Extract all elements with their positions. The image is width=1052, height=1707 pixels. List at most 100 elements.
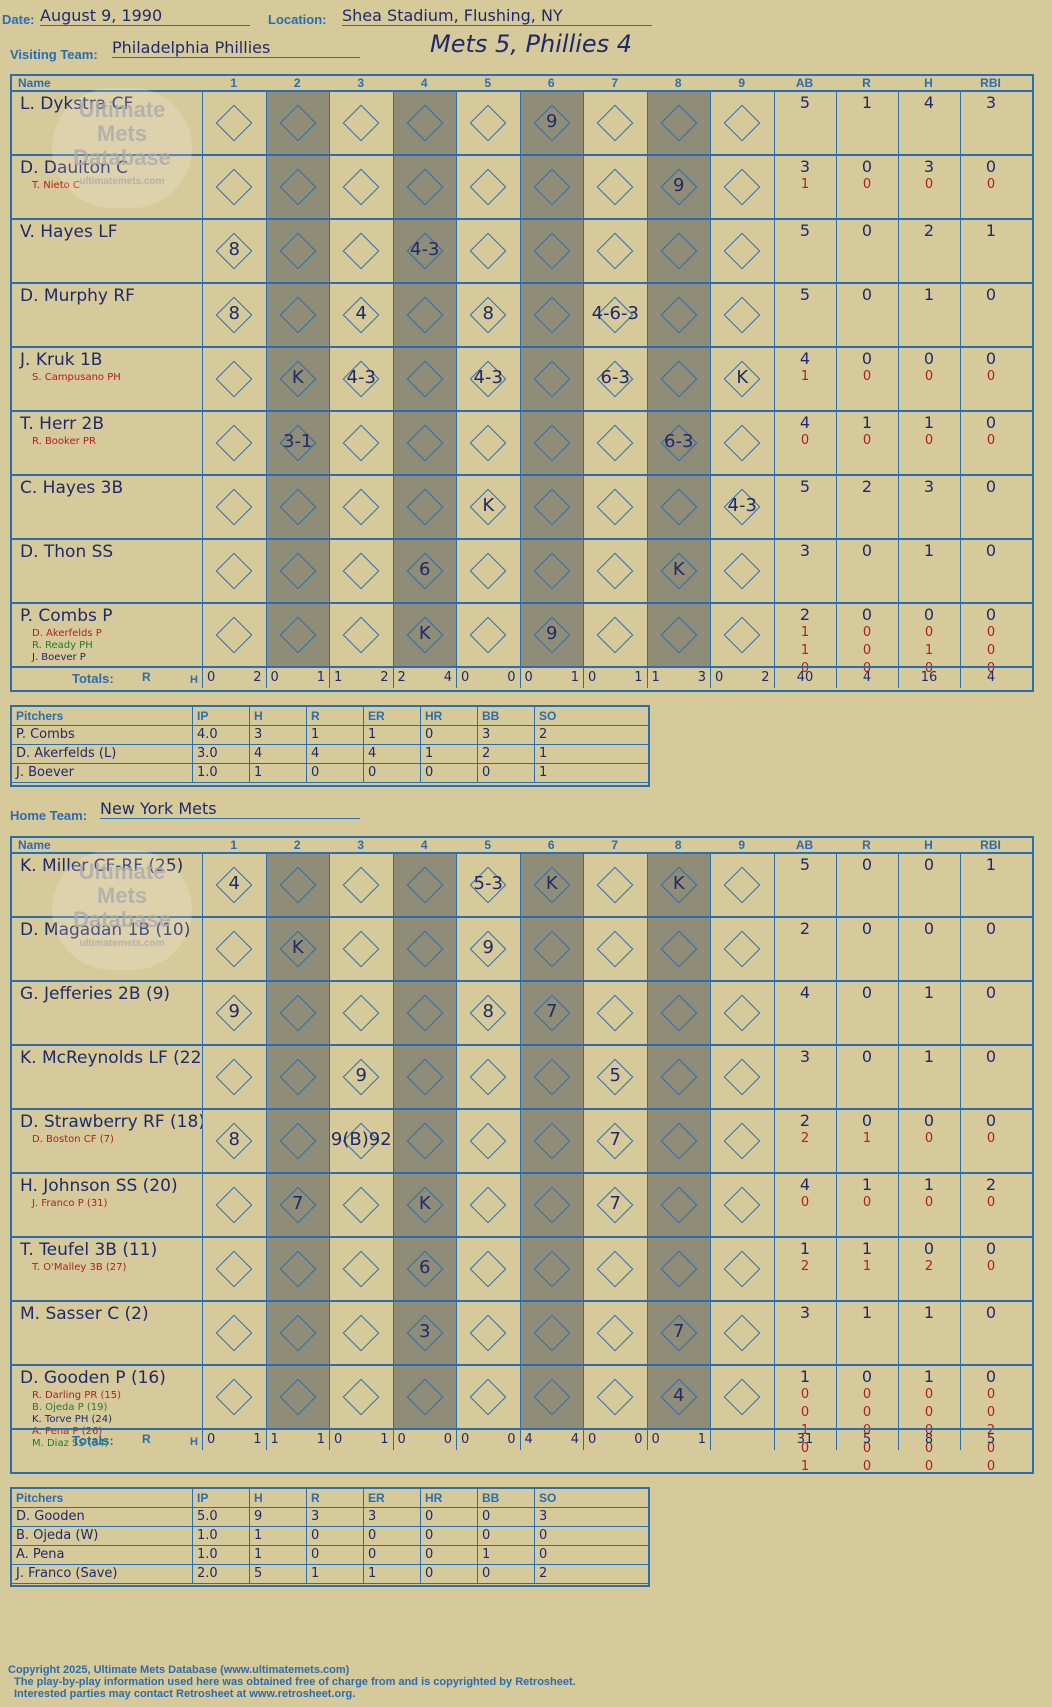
pitching-stat: 1.0 [192, 1527, 249, 1546]
game-date: August 9, 1990 [40, 6, 250, 26]
stat-value: 1 [800, 625, 810, 640]
base-diamond [596, 232, 634, 270]
pitching-stat: 1 [420, 745, 477, 764]
player-row: V. Hayes LF 8 4-3 5 0 2 1 [12, 218, 1032, 282]
inning-cell: 8 [202, 1110, 266, 1172]
base-diamond [533, 232, 571, 270]
inning-cell: 4 [646, 1366, 710, 1428]
inning-cell [646, 476, 710, 538]
stat-value: 1 [800, 177, 810, 192]
stat-value: 0 [985, 1111, 997, 1130]
base-diamond [723, 168, 761, 206]
stat-value: 0 [800, 1387, 810, 1402]
stat-value: 1 [923, 413, 935, 432]
pitching-column-header: HR [420, 707, 477, 726]
pitching-stat: 0 [306, 764, 363, 783]
inning-cell [329, 854, 393, 916]
inning-cell: K [265, 348, 329, 410]
pitcher-name: J. Franco (Save) [16, 1566, 118, 1581]
pitching-header-row: Pitchers IP H R ER HR BB SO [12, 707, 648, 726]
inning-cell [392, 92, 456, 154]
pitchers-label: Pitchers [16, 709, 64, 723]
pitching-stat: 1 [249, 1546, 306, 1565]
stat-cell: 4 [897, 92, 960, 154]
name-header: Name [18, 838, 51, 852]
base-diamond [279, 232, 317, 270]
inning-cell [202, 540, 266, 602]
base-diamond [279, 296, 317, 334]
base-diamond [596, 616, 634, 654]
inning-cell [392, 412, 456, 474]
copyright-line: Copyright 2025, Ultimate Mets Database (… [8, 1664, 350, 1676]
player-row: T. Teufel 3B (11) T. O'Malley 3B (27) 6 1 2 1… [12, 1236, 1032, 1300]
inning-cell: K [265, 918, 329, 980]
contact-line: Interested parties may contact Retroshee… [14, 1688, 356, 1700]
pitching-stat: 2 [534, 726, 591, 745]
inning-hits: 2 [761, 670, 770, 685]
stat-value: 0 [986, 661, 996, 676]
inning-runs: 0 [524, 670, 533, 685]
stat-value: 0 [985, 413, 997, 432]
stat-header: H [924, 838, 933, 852]
inning-cell [202, 918, 266, 980]
inning-cell [646, 918, 710, 980]
stat-cell: 0 [959, 918, 1022, 980]
inning-cell [329, 1238, 393, 1300]
base-diamond [660, 360, 698, 398]
pitching-stat: 1 [306, 1565, 363, 1584]
inning-cell [392, 982, 456, 1044]
pitcher-row: J. Franco (Save) 2.0 5 1 1 0 0 2 [12, 1565, 648, 1584]
stat-cell: 0 [835, 540, 898, 602]
stat-value: 0 [861, 1367, 873, 1386]
inning-cell [329, 220, 393, 282]
base-diamond [533, 1378, 571, 1416]
stat-value: 1 [923, 1047, 935, 1066]
inning-cell [265, 1238, 329, 1300]
player-name: V. Hayes LF [20, 222, 118, 242]
inning-cell [265, 92, 329, 154]
stat-value: 5 [799, 855, 811, 874]
base-diamond [406, 296, 444, 334]
inning-cell: 7 [646, 1302, 710, 1364]
pitching-stat: 0 [420, 1565, 477, 1584]
play-result: 8 [228, 239, 240, 260]
inning-cell: K [392, 604, 456, 666]
inning-header: 7 [611, 76, 619, 90]
pitching-column-header: R [306, 1489, 363, 1508]
stat-cell: 0 [959, 1302, 1022, 1364]
name-header: Name [18, 76, 51, 90]
stat-value: 0 [924, 369, 934, 384]
pitching-stat: 0 [534, 1527, 591, 1546]
inning-cell [710, 284, 774, 346]
inning-cell [646, 348, 710, 410]
inning-cell [519, 1366, 583, 1428]
inning-cell [202, 1302, 266, 1364]
inning-cell [265, 476, 329, 538]
base-diamond [533, 168, 571, 206]
stat-value: 0 [985, 349, 997, 368]
play-result: 8 [482, 1001, 494, 1022]
inning-runs: 0 [588, 670, 597, 685]
stat-value: 0 [923, 349, 935, 368]
play-result: 7 [609, 1193, 621, 1214]
play-result: K [418, 1193, 431, 1214]
stat-cell: 0 [835, 220, 898, 282]
base-diamond [533, 1314, 571, 1352]
inning-runs: 0 [461, 670, 470, 685]
pitching-column-header: BB [477, 1489, 534, 1508]
pitching-stat: 3 [306, 1508, 363, 1527]
base-diamond [342, 1378, 380, 1416]
substitute-name: S. Campusano PH [32, 372, 121, 383]
inning-cell: 6 [392, 540, 456, 602]
substitute-name: M. Diaz SS (34) [32, 1438, 109, 1449]
stat-value: 0 [861, 221, 873, 240]
stat-cell: 0 [835, 918, 898, 980]
stat-value: 4 [799, 413, 811, 432]
pitching-stat: 0 [420, 1527, 477, 1546]
